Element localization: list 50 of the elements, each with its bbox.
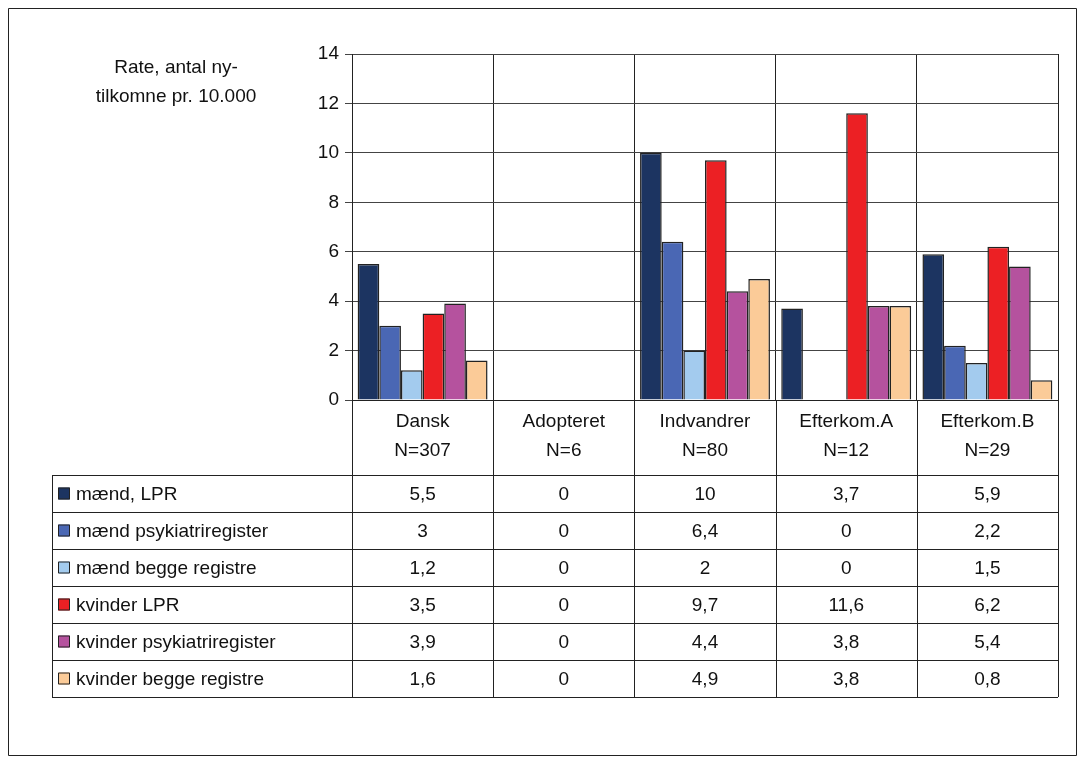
data-label: 3,8 (832, 667, 860, 689)
y-tick-label: 2 (328, 338, 339, 360)
data-label: 4,9 (691, 667, 719, 689)
data-label: 5,5 (409, 482, 436, 504)
y-tick-label: 8 (328, 190, 339, 212)
data-label: 2,2 (974, 519, 1001, 541)
data-label: 3,8 (832, 630, 860, 652)
data-label: 2 (699, 556, 711, 578)
data-label: 3 (417, 519, 428, 541)
data-label: 0 (558, 556, 570, 578)
y-tick-label: 0 (328, 388, 339, 410)
x-tick-label: Adopteret N=6 (522, 410, 606, 460)
data-label: 9,7 (691, 593, 719, 615)
data-label: 0 (558, 482, 570, 504)
data-label: 0 (558, 593, 570, 615)
data-label: 0 (840, 556, 852, 578)
data-label: 0 (558, 519, 570, 541)
x-tick-label: Indvandrer N=80 (659, 410, 752, 460)
y-tick-label: 14 (317, 42, 340, 64)
data-label: 6,2 (974, 593, 1001, 615)
y-tick-label: 12 (317, 91, 339, 113)
data-label: 10 (694, 482, 716, 504)
data-label: 5,4 (974, 630, 1002, 652)
data-label: 0 (840, 519, 852, 541)
y-axis-title: Rate, antal ny- tilkomne pr. 10.000 (95, 56, 257, 106)
x-tick-label: Efterkom.A N=12 (799, 410, 894, 460)
x-tick-label: Dansk N=307 (394, 410, 451, 460)
legend-label: mænd psykiatriregister (76, 519, 269, 541)
y-tick-label: 6 (328, 239, 339, 261)
data-label: 0,8 (974, 667, 1001, 689)
data-label: 1,5 (974, 556, 1001, 578)
data-label: 1,2 (409, 556, 436, 578)
legend-label: kvinder psykiatriregister (76, 630, 277, 652)
legend-label: mænd begge registre (76, 556, 257, 578)
data-label: 4,4 (691, 630, 719, 652)
data-label: 0 (558, 630, 570, 652)
data-label: 3,5 (409, 593, 436, 615)
data-label: 11,6 (828, 593, 864, 615)
data-label: 1,6 (409, 667, 436, 689)
x-tick-label: Efterkom.B N=29 (940, 410, 1035, 460)
y-tick-label: 10 (317, 141, 339, 163)
data-label: 3,9 (409, 630, 436, 652)
legend-label: kvinder begge registre (76, 667, 264, 689)
data-label: 6,4 (691, 519, 719, 541)
y-tick-label: 4 (328, 289, 340, 311)
legend-label: mænd, LPR (76, 482, 178, 504)
data-label: 5,9 (974, 482, 1001, 504)
data-label: 0 (558, 667, 570, 689)
data-label: 3,7 (832, 482, 860, 504)
legend-label: kvinder LPR (76, 593, 180, 615)
